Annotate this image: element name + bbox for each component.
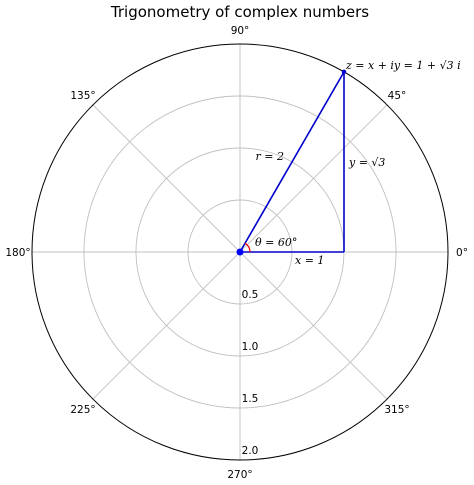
theta-tick-label: 135° [70,90,95,102]
theta-tick-label: 315° [384,404,409,416]
theta-arc [244,242,251,253]
annotations: z = x + iy = 1 + √3 i r = 2 y = √3 x = 1 θ =… [255,59,461,267]
theta-tick-label: 45° [388,90,407,102]
theta-tick-label: 180° [5,247,30,259]
y-label: y = √3 [348,156,385,169]
polar-frame [31,43,449,461]
radial-tick-label: 1.5 [242,393,259,405]
radial-tick-label: 0.5 [242,289,259,301]
theta-tick-label: 225° [70,404,95,416]
origin-point [236,248,244,256]
grid-spoke [239,104,388,253]
theta-label: θ = 60° [255,236,297,249]
z-label: z = x + iy = 1 + √3 i [345,59,461,72]
radial-tick-labels: 0.5 1.0 1.5 2.0 [242,289,259,457]
theta-tick-label: 90° [231,25,250,37]
grid-spoke [239,251,388,400]
radial-tick-label: 2.0 [242,445,259,457]
chart-title: Trigonometry of complex numbers [110,3,369,21]
theta-tick-label: 0° [456,247,468,259]
grid-spoke [92,251,241,400]
radial-tick-label: 1.0 [242,341,259,353]
z-point [341,69,347,75]
r-label: r = 2 [256,150,284,163]
grid-spoke [92,104,241,253]
theta-tick-labels: 0° 45° 90° 135° 180° 225° 270° 315° [5,25,468,481]
radius-line [239,71,345,253]
theta-tick-label: 270° [227,469,252,481]
plot-layer [236,69,347,256]
x-label: x = 1 [295,254,324,267]
